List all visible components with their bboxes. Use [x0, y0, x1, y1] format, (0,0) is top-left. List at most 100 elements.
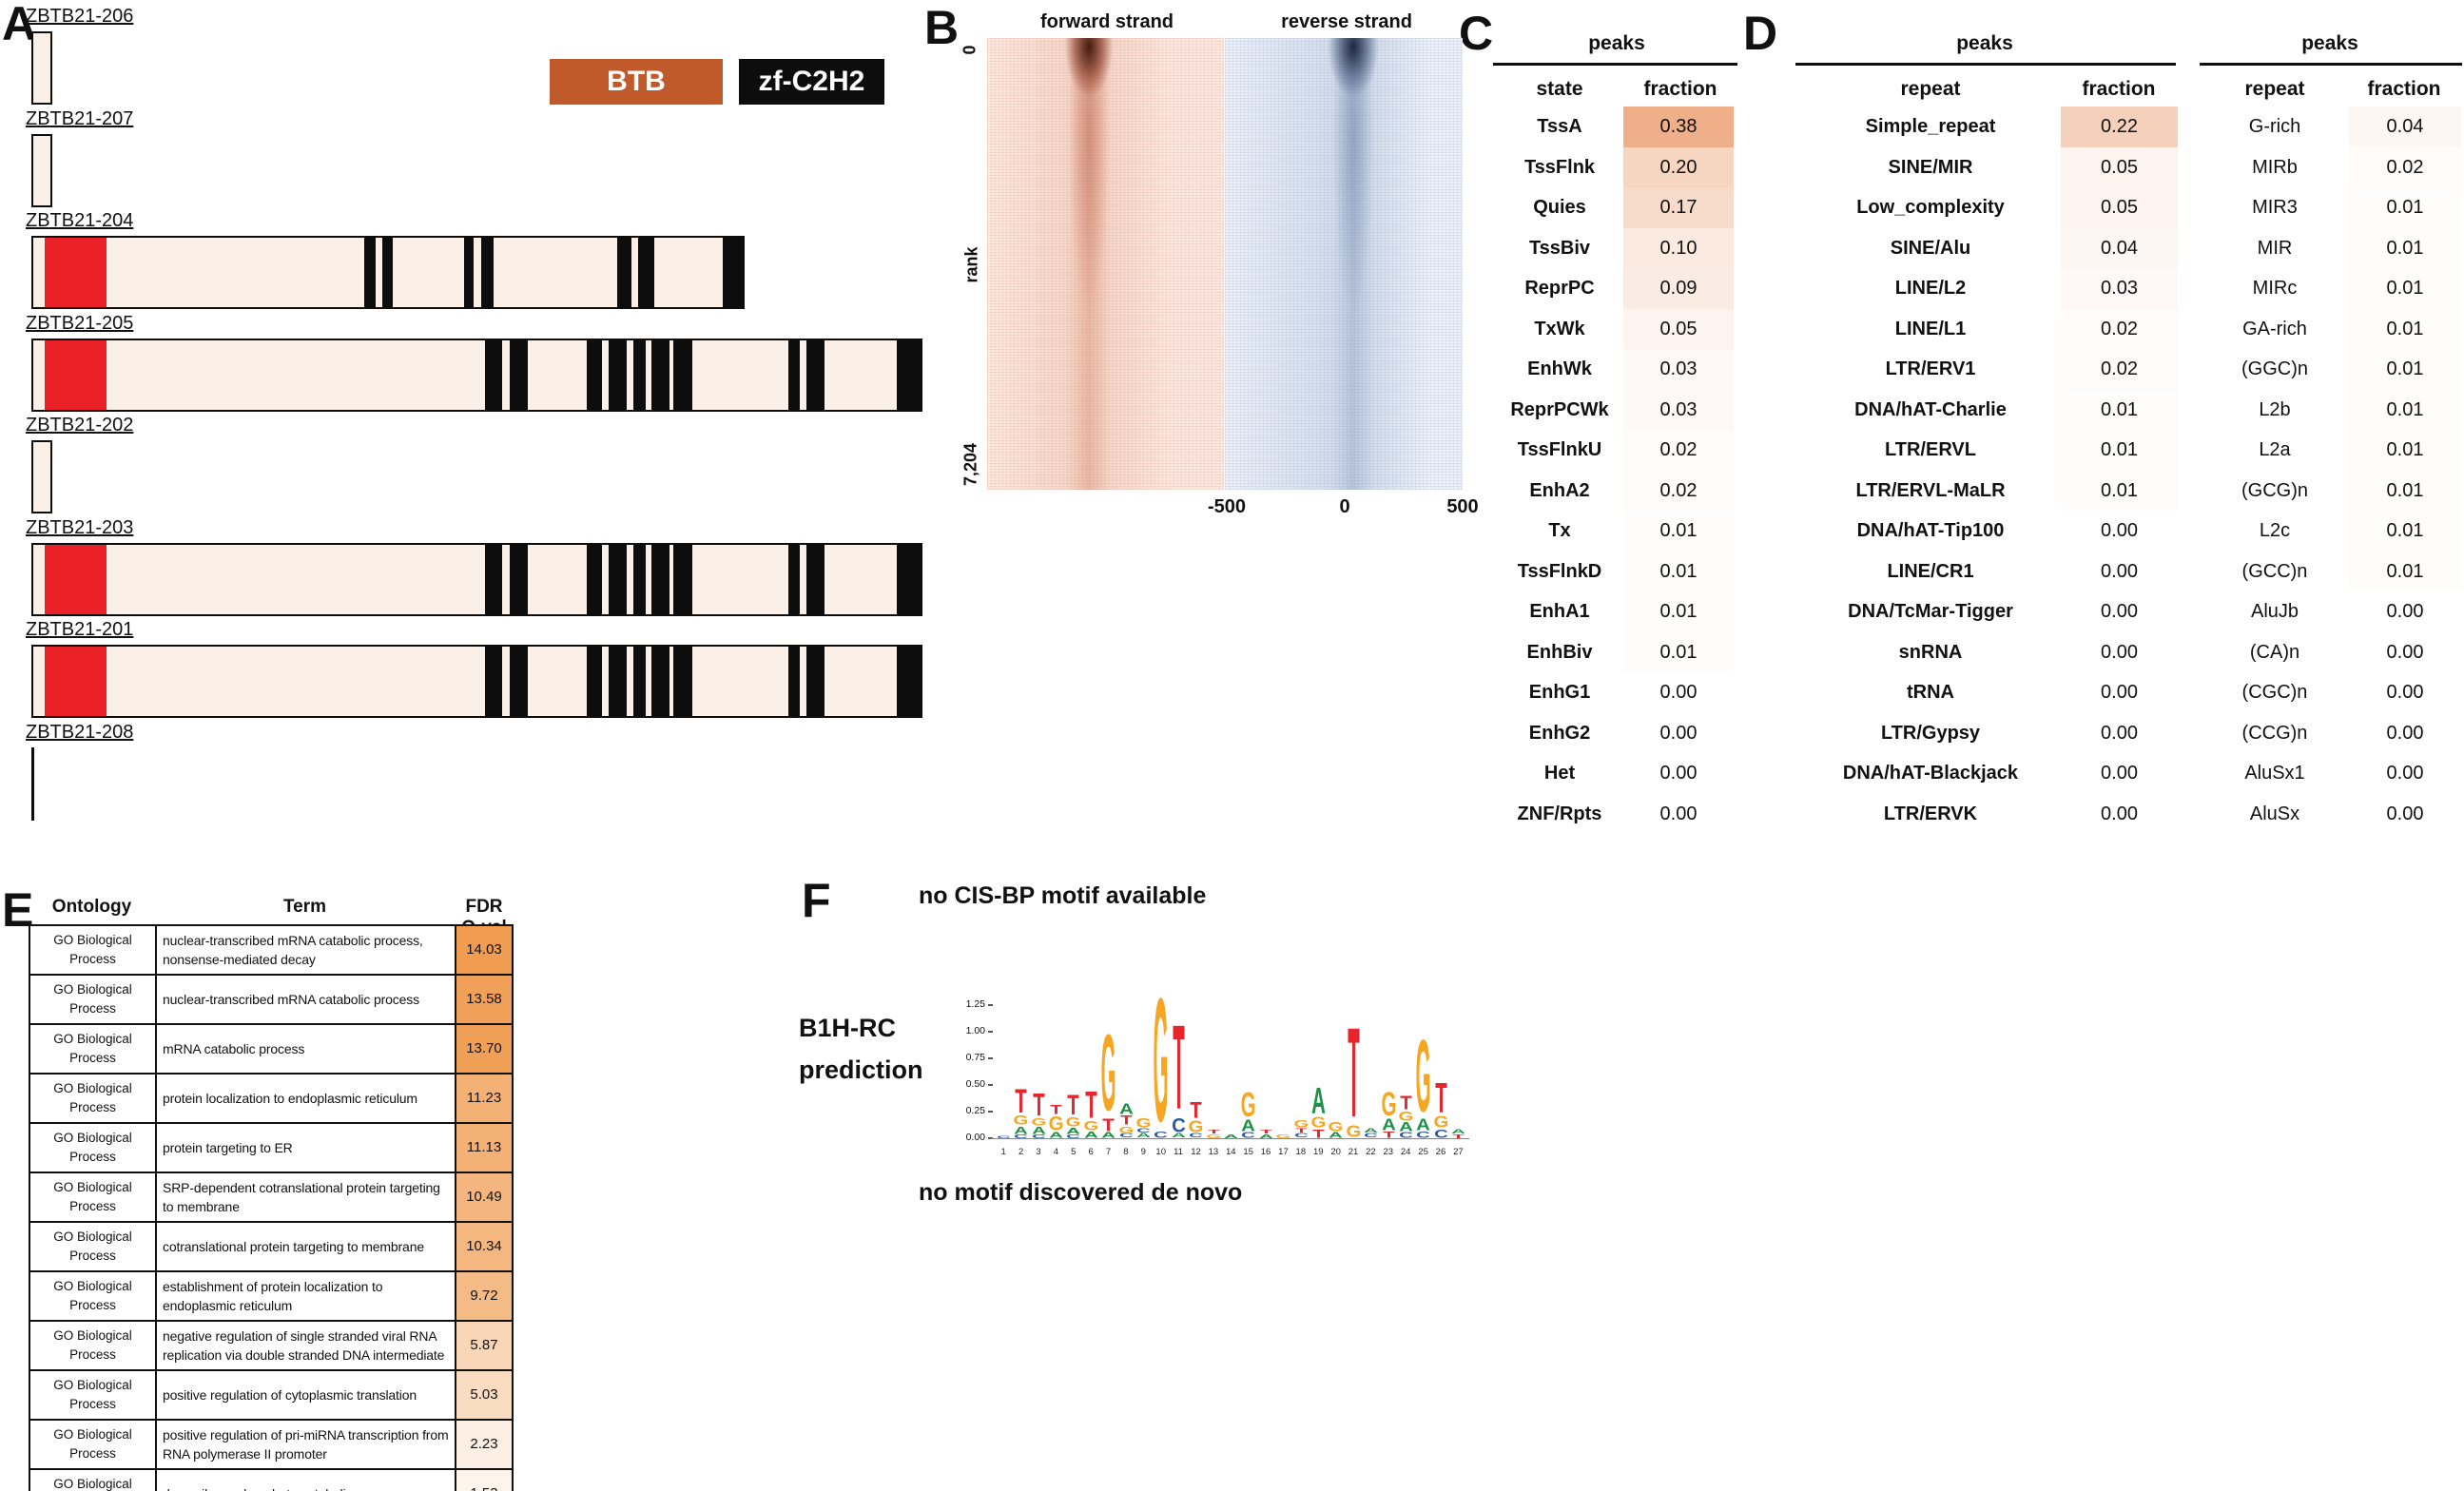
svg-text:A: A [1084, 1131, 1098, 1138]
isoform-label: ZBTB21-203 [26, 516, 134, 538]
svg-text:G: G [1101, 1026, 1116, 1116]
chromatin-state-row-label: ReprPC [1524, 278, 1595, 299]
repeat-subfamily-fraction-cell: 0.01 [2349, 511, 2461, 552]
zf-c2h2-domain-band [382, 238, 394, 307]
logo-x-tick-label: 1 [1000, 1147, 1006, 1157]
logo-x-tick-label: 25 [1418, 1147, 1428, 1157]
chromatin-state-title-underline [1493, 63, 1737, 66]
svg-text:A: A [1311, 1085, 1326, 1115]
svg-text:G: G [1066, 1116, 1081, 1127]
repeat-subfamily-fraction-cell: 0.04 [2349, 106, 2461, 147]
x-axis-tick-500: 500 [1446, 496, 1479, 517]
svg-text:C: C [1136, 1128, 1151, 1133]
logo-letter-C: C [1363, 1133, 1379, 1138]
repeat-subfamily-row-label: (CA)n [2249, 641, 2300, 663]
chromatin-state-row-label: ZNF/Rpts [1517, 803, 1602, 824]
svg-text:A: A [1066, 1127, 1080, 1134]
repeat-subfamily-row-label: MIRb [2252, 156, 2298, 178]
isoform-protein-bar [31, 338, 922, 412]
logo-letter-G: G [1275, 1134, 1291, 1138]
svg-text:C: C [1154, 1131, 1168, 1138]
repeat-family-row-label: tRNA [1907, 682, 1954, 703]
chromatin-state-fraction-cell: 0.00 [1623, 712, 1734, 753]
repeat-family-row-label: LTR/ERVL-MaLR [1855, 479, 2006, 501]
chromatin-state-fraction-cell: 0.01 [1623, 591, 1734, 632]
logo-letter-A: A [1363, 1128, 1379, 1133]
zf-c2h2-domain-band [481, 238, 495, 307]
reverse-strand-title: reverse strand [1281, 11, 1412, 32]
logo-letter-A: A [1258, 1134, 1274, 1138]
repeat-family-row-label: DNA/hAT-Blackjack [1842, 763, 2019, 784]
panel-d-label: D [1743, 7, 1778, 60]
logo-letter-T: T [1381, 1131, 1397, 1138]
svg-text:A: A [1241, 1118, 1255, 1133]
svg-text:C: C [1294, 1133, 1309, 1138]
logo-letter-G: G [1240, 1090, 1256, 1118]
svg-text:G: G [1189, 1119, 1204, 1133]
svg-text:G: G [1293, 1119, 1309, 1128]
zf-c2h2-domain-band [805, 647, 825, 716]
go-ontology-cell: GO Biological Process [29, 1172, 157, 1223]
svg-text:G: G [1014, 1114, 1029, 1125]
logo-letter-G: G [1398, 1111, 1414, 1121]
svg-text:G: G [1433, 1114, 1448, 1129]
repeat-family-fraction-cell: 0.00 [2061, 511, 2178, 552]
logo-letter-C: C [1135, 1128, 1152, 1133]
logo-letter-T: T [1188, 1100, 1204, 1119]
logo-y-tick-label: 1.00 [965, 1025, 985, 1036]
svg-text:A: A [1014, 1126, 1028, 1134]
logo-letter-A: A [1171, 1133, 1187, 1138]
repeat-family-row-label: DNA/hAT-Charlie [1854, 398, 2007, 420]
logo-letter-C: C [1415, 1131, 1431, 1138]
chromatin-state-row-label: ReprPCWk [1510, 398, 1609, 420]
logo-x-tick-label: 11 [1174, 1147, 1184, 1157]
svg-text:A: A [1136, 1133, 1151, 1138]
go-table-row: GO Biological Process protein localizatio… [29, 1073, 514, 1124]
zf-c2h2-domain-band [787, 544, 801, 614]
no-denovo-motif-text: no motif discovered de novo [919, 1179, 1243, 1206]
logo-letter-T: T [1293, 1128, 1310, 1133]
logo-y-tick-label: 0.50 [965, 1078, 985, 1090]
logo-letter-G: G [1346, 1124, 1362, 1138]
repeat-family-table-title: peaks [1956, 32, 2013, 54]
go-table-row: GO Biological Process mRNA catabolic proc… [29, 1023, 514, 1075]
zf-c2h2-domain-band [672, 339, 693, 410]
repeat-family-row-label: LINE/L2 [1894, 278, 1967, 299]
go-term-cell: negative regulation of single stranded v… [155, 1320, 456, 1371]
logo-x-tick-label: 5 [1071, 1147, 1077, 1157]
logo-x-tick-label: 21 [1348, 1147, 1359, 1157]
chromatin-state-row-label: TssFlnk [1523, 156, 1596, 178]
svg-text:A: A [1451, 1129, 1465, 1134]
go-fdr-cell: 14.03 [455, 924, 514, 976]
chromatin-state-fraction-cell: 0.03 [1623, 349, 1734, 390]
repeat-family-fraction-cell: 0.01 [2061, 389, 2178, 430]
logo-letter-G: G [1381, 1090, 1397, 1117]
go-table-grid: GO Biological Process nuclear-transcribed… [29, 924, 514, 1491]
logo-letter-C: C [1293, 1133, 1310, 1138]
svg-text:C: C [1172, 1116, 1186, 1133]
svg-text:G: G [1381, 1090, 1396, 1117]
go-fdr-cell: 1.53 [455, 1468, 514, 1491]
svg-text:T: T [1348, 1017, 1359, 1124]
svg-text:A: A [1119, 1102, 1134, 1114]
logo-x-tick-label: 17 [1278, 1147, 1289, 1157]
repeat-family-row-label: Simple_repeat [1865, 116, 1996, 137]
zf-c2h2-domain-band [632, 544, 646, 614]
repeat-family-fraction-cell: 0.22 [2061, 106, 2178, 147]
chromatin-state-row-label: TxWk [1534, 318, 1585, 339]
repeat-family-row-label: snRNA [1898, 641, 1963, 663]
logo-letter-T: T [1258, 1130, 1274, 1133]
repeat-family-row-label: LINE/L1 [1894, 318, 1967, 339]
logo-y-tick-mark [988, 1137, 993, 1139]
logo-letter-C: C [1118, 1133, 1135, 1138]
svg-text:G: G [1346, 1124, 1361, 1138]
svg-text:T: T [1452, 1134, 1464, 1138]
repeat-subfamily-fraction-cell: 0.01 [2349, 551, 2461, 591]
go-ontology-cell: GO Biological Process [29, 1468, 157, 1491]
chromatin-state-fraction-cell: 0.02 [1623, 430, 1734, 471]
logo-letter-G: G [1118, 1126, 1135, 1133]
go-term-cell: establishment of protein localization to… [155, 1270, 456, 1322]
repeat-family-fraction-cell: 0.00 [2061, 672, 2178, 713]
go-fdr-cell: 10.49 [455, 1172, 514, 1223]
